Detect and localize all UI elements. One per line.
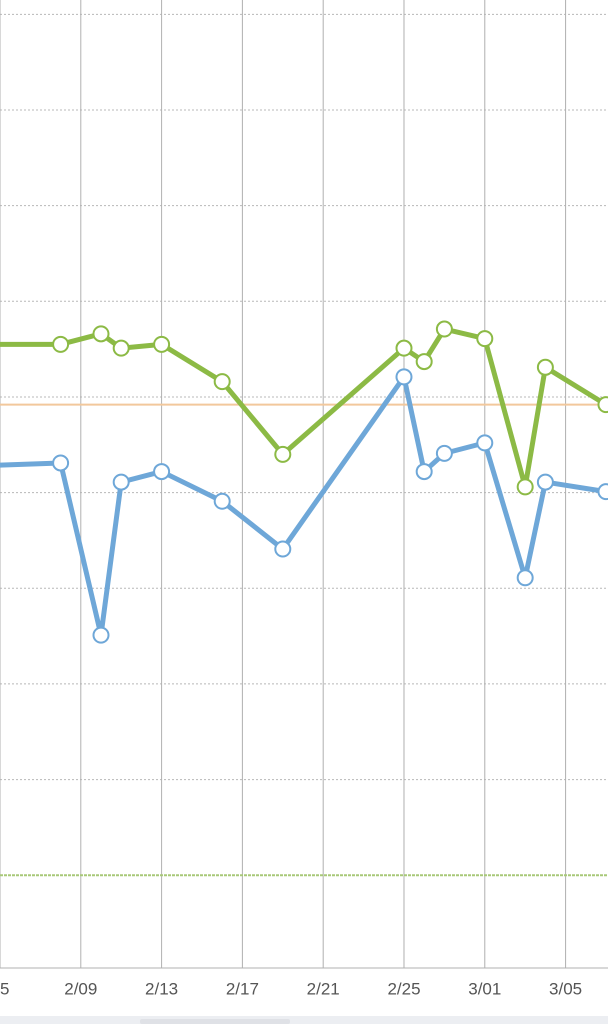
x-tick-label: 3/01 [468, 979, 501, 998]
data-point [597, 483, 608, 501]
data-point [476, 434, 494, 452]
data-point [213, 373, 231, 391]
data-point [274, 445, 292, 463]
data-point [52, 335, 70, 353]
data-point [415, 353, 433, 371]
x-tick-label: 3/05 [549, 979, 582, 998]
data-point [274, 540, 292, 558]
data-point [476, 330, 494, 348]
x-tick-label: 2/09 [64, 979, 97, 998]
x-tick-label: 2/13 [145, 979, 178, 998]
x-tick-label: 2/21 [307, 979, 340, 998]
data-point [112, 473, 130, 491]
x-tick-label: 2/17 [226, 979, 259, 998]
data-point [597, 396, 608, 414]
data-point [536, 358, 554, 376]
data-point [395, 339, 413, 357]
scroll-indicator [140, 1019, 290, 1024]
plot-area [0, 0, 608, 968]
data-point [516, 569, 534, 587]
data-point [52, 454, 70, 472]
data-point [395, 368, 413, 386]
x-tick-label: 2/25 [387, 979, 420, 998]
data-point [153, 463, 171, 481]
data-point [213, 492, 231, 510]
bottom-bar [0, 1016, 608, 1024]
data-point [516, 478, 534, 496]
series-line [0, 374, 607, 638]
data-point [112, 339, 130, 357]
data-point [435, 320, 453, 338]
data-point [435, 444, 453, 462]
data-point [92, 626, 110, 644]
series-line [0, 326, 608, 490]
data-point [536, 473, 554, 491]
data-point [415, 463, 433, 481]
x-tick-label: 05 [0, 979, 9, 998]
data-point [92, 325, 110, 343]
data-point [153, 335, 171, 353]
